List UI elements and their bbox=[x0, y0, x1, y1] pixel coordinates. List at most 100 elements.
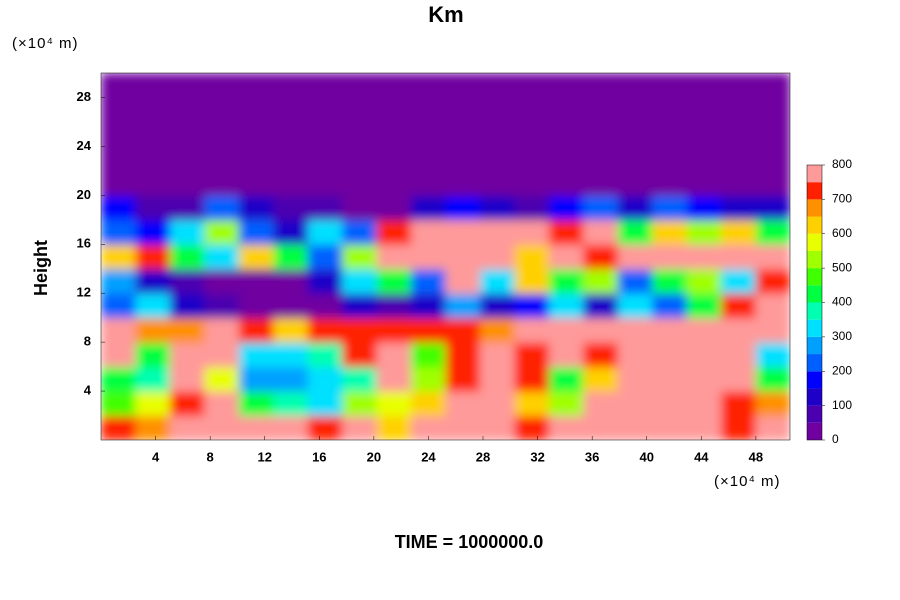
cell bbox=[411, 244, 447, 270]
cell bbox=[169, 195, 205, 221]
cell bbox=[479, 97, 515, 123]
cell bbox=[445, 195, 481, 221]
cell bbox=[652, 268, 688, 294]
cell bbox=[204, 244, 240, 270]
colorbar-segment bbox=[807, 182, 822, 200]
cell bbox=[721, 415, 757, 440]
cell bbox=[617, 97, 653, 123]
cell bbox=[652, 342, 688, 368]
cell bbox=[514, 170, 550, 196]
cell bbox=[445, 268, 481, 294]
cell bbox=[617, 170, 653, 196]
cell bbox=[479, 244, 515, 270]
colorbar-segment bbox=[807, 199, 822, 217]
cell bbox=[514, 97, 550, 123]
cell bbox=[445, 219, 481, 245]
colorbar-label: 600 bbox=[832, 226, 852, 240]
cell bbox=[376, 195, 412, 221]
cell bbox=[652, 244, 688, 270]
cell bbox=[169, 415, 205, 440]
colorbar-segment bbox=[807, 371, 822, 389]
cell bbox=[652, 170, 688, 196]
cell bbox=[583, 146, 619, 172]
cell bbox=[514, 293, 550, 319]
cell bbox=[721, 170, 757, 196]
cell bbox=[273, 219, 309, 245]
cell bbox=[652, 121, 688, 147]
cell bbox=[411, 170, 447, 196]
cell bbox=[445, 121, 481, 147]
cell bbox=[479, 121, 515, 147]
cell bbox=[307, 415, 343, 440]
cell bbox=[755, 73, 790, 99]
cell bbox=[307, 73, 343, 99]
cell bbox=[411, 366, 447, 392]
cell bbox=[204, 121, 240, 147]
cell bbox=[617, 195, 653, 221]
cell bbox=[652, 146, 688, 172]
cell bbox=[617, 146, 653, 172]
cell bbox=[686, 244, 722, 270]
cell bbox=[342, 195, 378, 221]
cell bbox=[135, 244, 171, 270]
cell bbox=[169, 170, 205, 196]
cell bbox=[376, 415, 412, 440]
x-tick-label: 44 bbox=[694, 449, 709, 464]
cell bbox=[617, 293, 653, 319]
cell bbox=[169, 146, 205, 172]
cell bbox=[755, 244, 790, 270]
cell bbox=[307, 97, 343, 123]
cell bbox=[479, 146, 515, 172]
cell bbox=[411, 146, 447, 172]
cell bbox=[583, 219, 619, 245]
cell bbox=[721, 342, 757, 368]
cell bbox=[342, 73, 378, 99]
cell bbox=[686, 268, 722, 294]
cell bbox=[514, 342, 550, 368]
cell bbox=[238, 219, 274, 245]
cell bbox=[479, 73, 515, 99]
cell bbox=[169, 342, 205, 368]
cell bbox=[135, 73, 171, 99]
cell bbox=[169, 317, 205, 343]
cell bbox=[204, 97, 240, 123]
cell bbox=[238, 146, 274, 172]
cell bbox=[273, 366, 309, 392]
y-tick-label: 8 bbox=[84, 334, 91, 349]
cell bbox=[686, 342, 722, 368]
cell bbox=[135, 342, 171, 368]
cell bbox=[135, 366, 171, 392]
cell bbox=[273, 121, 309, 147]
cell bbox=[652, 391, 688, 417]
cell bbox=[101, 366, 137, 392]
y-axis-label: Height bbox=[31, 240, 51, 296]
colorbar-label: 400 bbox=[832, 295, 852, 309]
cell bbox=[445, 170, 481, 196]
cell bbox=[755, 195, 790, 221]
cell bbox=[169, 97, 205, 123]
cell bbox=[411, 268, 447, 294]
cell bbox=[617, 342, 653, 368]
cell bbox=[273, 293, 309, 319]
colorbar-segment bbox=[807, 405, 822, 423]
colorbar-segment bbox=[807, 319, 822, 337]
colorbar-segment bbox=[807, 216, 822, 234]
cell bbox=[273, 244, 309, 270]
cell bbox=[721, 268, 757, 294]
colorbar-label: 800 bbox=[832, 157, 852, 171]
cell bbox=[411, 73, 447, 99]
colorbar-label: 300 bbox=[832, 329, 852, 343]
cell bbox=[101, 342, 137, 368]
cell bbox=[135, 121, 171, 147]
cell bbox=[548, 391, 584, 417]
cell bbox=[445, 366, 481, 392]
cell bbox=[342, 366, 378, 392]
cell bbox=[204, 342, 240, 368]
cell bbox=[307, 170, 343, 196]
x-tick-label: 20 bbox=[367, 449, 381, 464]
colorbar-segment bbox=[807, 233, 822, 251]
cell bbox=[721, 195, 757, 221]
colorbar-segment bbox=[807, 336, 822, 355]
cell bbox=[169, 244, 205, 270]
